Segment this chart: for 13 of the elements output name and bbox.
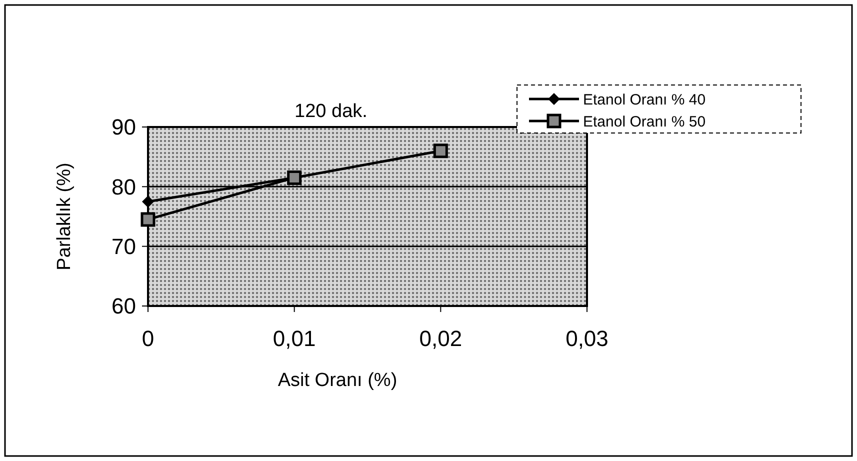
legend-label: Etanol Oranı % 50 xyxy=(583,113,706,130)
y-tick-label: 90 xyxy=(112,114,136,140)
legend-label: Etanol Oranı % 40 xyxy=(583,91,706,108)
y-tick-label: 70 xyxy=(112,234,136,260)
y-axis-title: Parlaklık (%) xyxy=(54,162,75,270)
x-tick-label: 0 xyxy=(142,326,154,351)
x-tick-label: 0,03 xyxy=(566,326,608,351)
chart-title: 120 dak. xyxy=(294,101,368,122)
y-tick-label: 80 xyxy=(112,174,136,200)
x-tick-label: 0,01 xyxy=(272,326,316,351)
x-axis-title: Asit Oranı (%) xyxy=(278,370,398,391)
y-tick-label: 60 xyxy=(112,294,136,319)
x-tick-label: 0,02 xyxy=(419,326,462,351)
